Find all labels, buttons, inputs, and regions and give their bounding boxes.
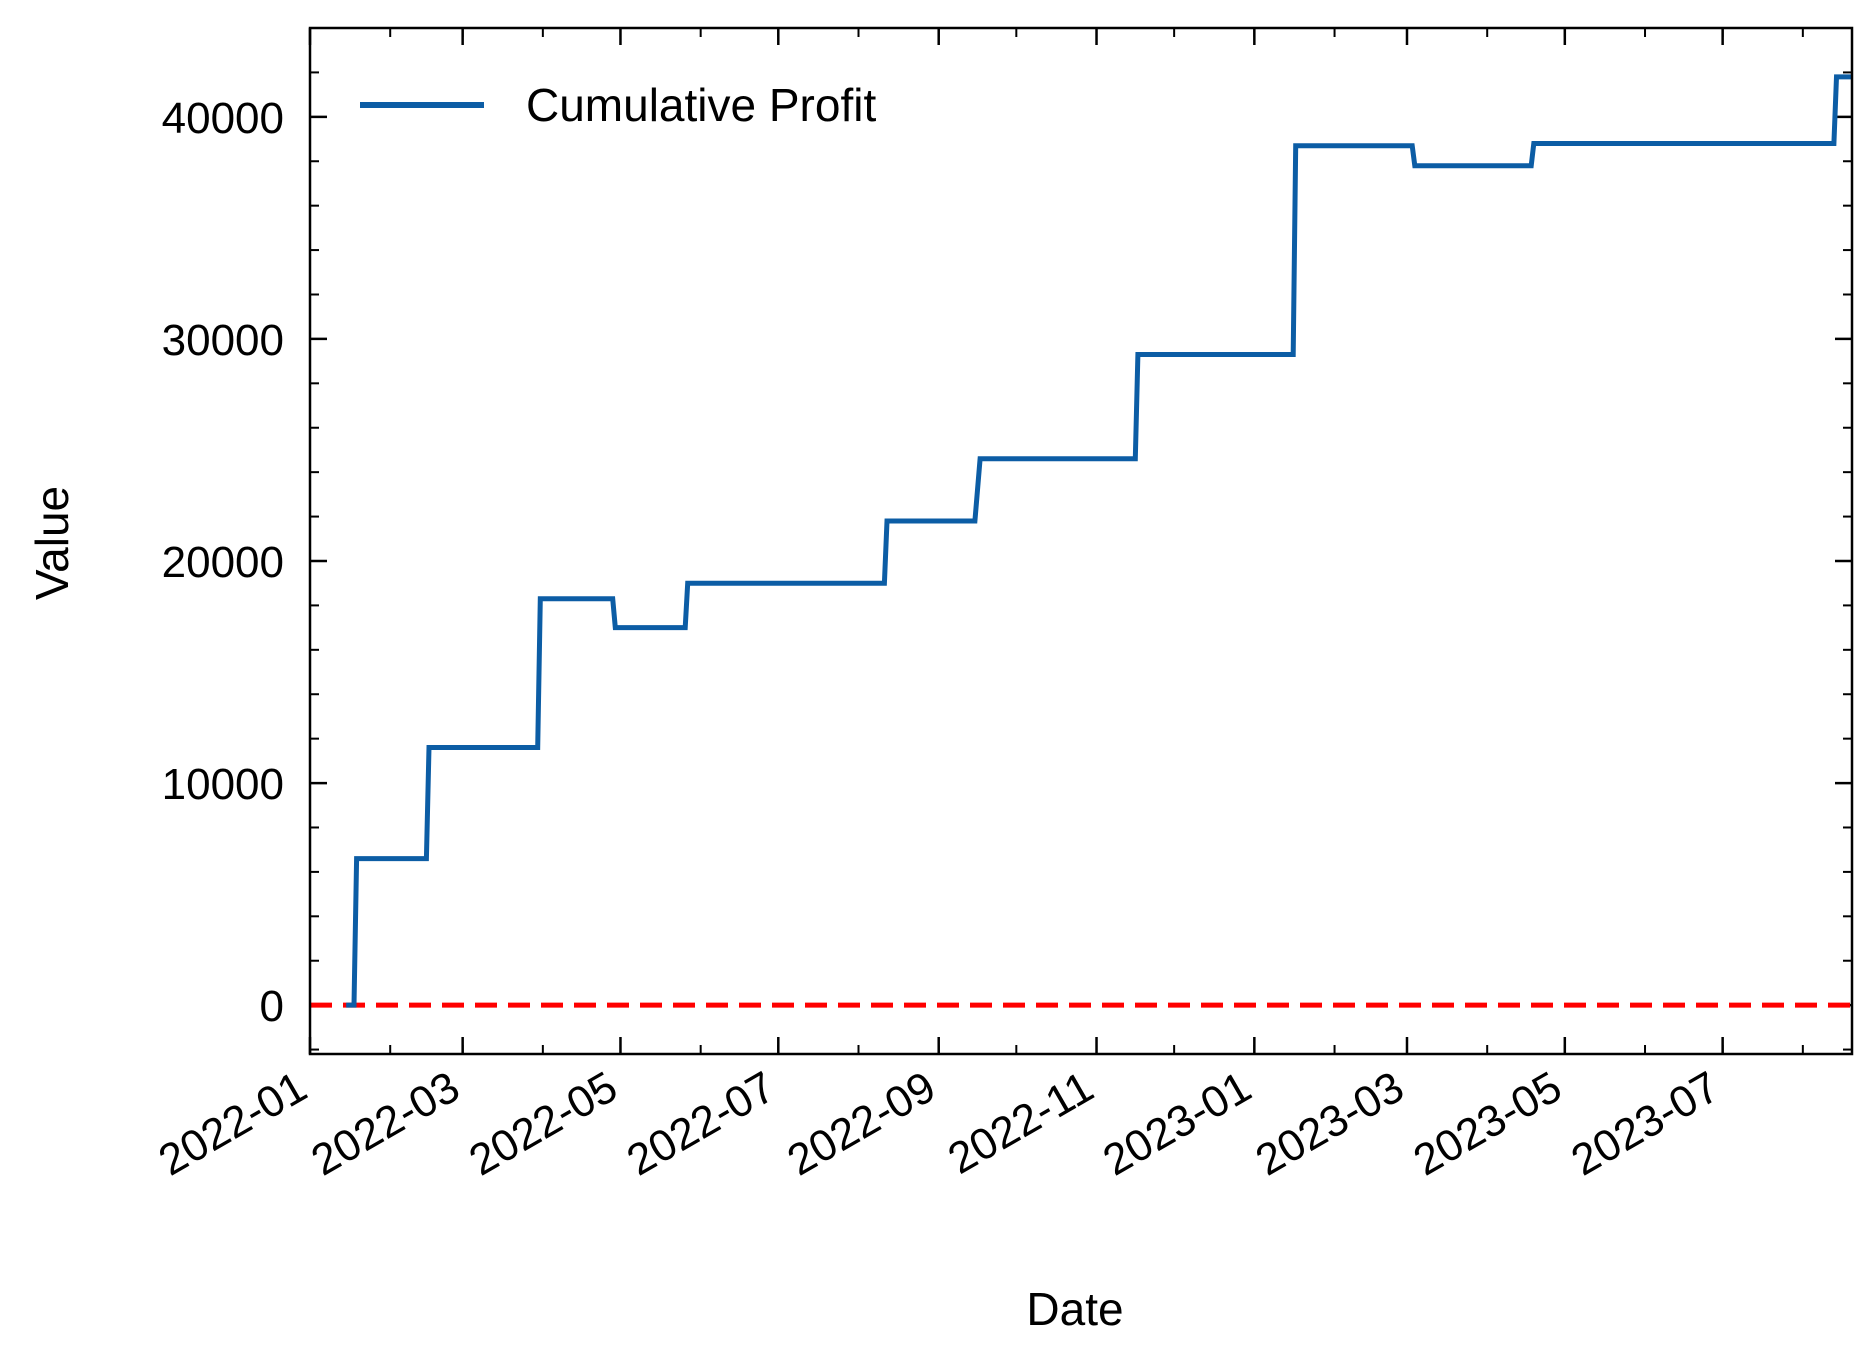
x-tick-label: 2023-05 bbox=[1405, 1062, 1569, 1185]
y-tick-label: 10000 bbox=[162, 760, 284, 809]
x-tick-label: 2022-05 bbox=[461, 1062, 625, 1185]
x-tick-label: 2023-03 bbox=[1248, 1062, 1412, 1185]
y-axis-label: Value bbox=[26, 486, 78, 600]
x-tick-label: 2023-01 bbox=[1095, 1062, 1259, 1185]
x-tick-label: 2022-03 bbox=[303, 1062, 467, 1185]
y-tick-labels: 0 10000 20000 30000 40000 bbox=[162, 94, 284, 1031]
major-ticks bbox=[308, 28, 1852, 1054]
x-tick-labels: 2022-012022-032022-052022-072022-092022-… bbox=[151, 1062, 1728, 1185]
y-tick-label: 20000 bbox=[162, 538, 284, 587]
series-lines bbox=[346, 74, 1852, 1008]
x-axis-label: Date bbox=[1026, 1283, 1123, 1335]
x-tick-label: 2022-11 bbox=[940, 1062, 1102, 1184]
minor-ticks bbox=[309, 27, 1852, 1054]
legend-label-cumulative-profit: Cumulative Profit bbox=[526, 79, 876, 131]
y-tick-label: 0 bbox=[260, 982, 284, 1031]
x-tick-label: 2022-01 bbox=[151, 1062, 315, 1185]
plot-area: 2022-012022-032022-052022-072022-092022-… bbox=[151, 26, 1854, 1185]
x-tick-label: 2023-07 bbox=[1563, 1062, 1727, 1185]
y-tick-label: 40000 bbox=[162, 94, 284, 143]
x-tick-label: 2022-07 bbox=[619, 1062, 783, 1185]
y-tick-label: 30000 bbox=[162, 316, 284, 365]
series-line-cumulative-profit bbox=[346, 74, 1852, 1008]
plot-frame bbox=[308, 26, 1854, 1056]
x-tick-label: 2022-09 bbox=[779, 1062, 943, 1185]
legend: Cumulative Profit bbox=[360, 79, 876, 131]
